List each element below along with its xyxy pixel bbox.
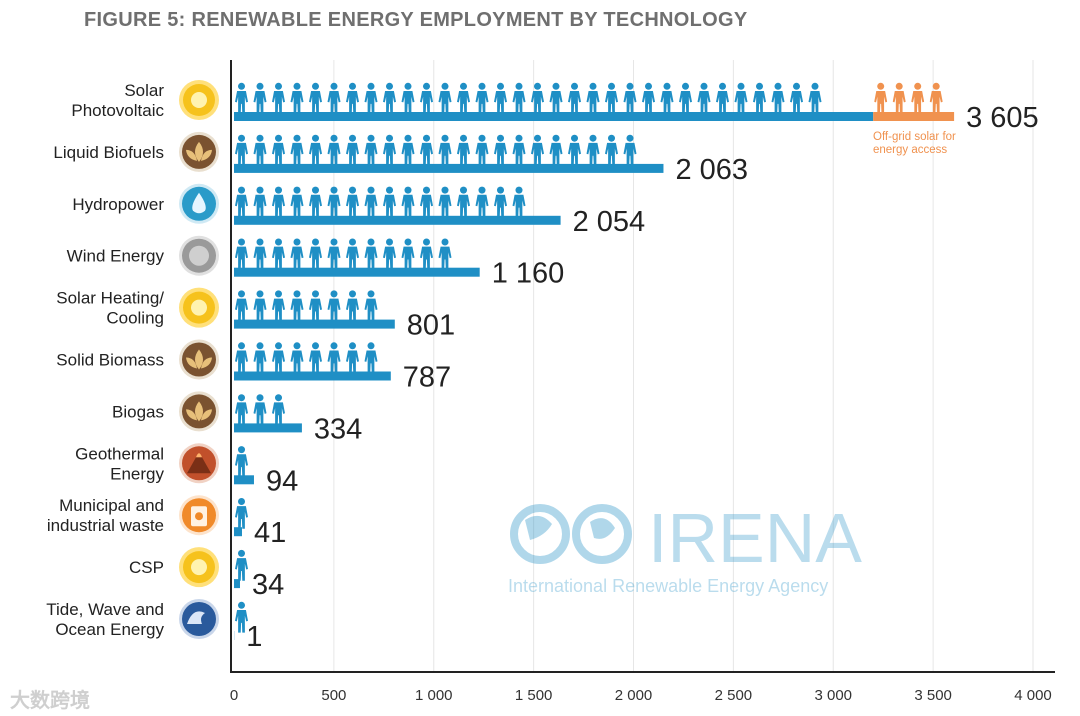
x-tick-label: 2 000 (615, 687, 653, 704)
bar (234, 549, 248, 589)
leaves-icon (179, 391, 219, 432)
bar (234, 186, 561, 225)
bar (234, 342, 391, 381)
waste-bin-icon (179, 495, 219, 536)
logo-text: IRENA (648, 499, 862, 577)
category-label: Municipal and (59, 496, 164, 515)
category-label: Cooling (106, 309, 164, 328)
x-tick-label: 1 500 (515, 687, 553, 704)
bar (234, 238, 480, 277)
category-label: Ocean Energy (55, 620, 164, 639)
sun-icon (179, 547, 219, 588)
value-label: 3 605 (966, 102, 1039, 134)
category-label: Photovoltaic (71, 101, 164, 120)
category-label: Liquid Biofuels (53, 143, 164, 162)
value-label: 41 (254, 517, 286, 549)
category-label: Wind Energy (67, 247, 165, 266)
value-label: 334 (314, 413, 362, 445)
bar (234, 290, 395, 329)
category-label: Hydropower (72, 195, 164, 214)
logo-subtitle: International Renewable Energy Agency (508, 576, 828, 596)
volcano-icon (179, 443, 219, 484)
category-label: Tide, Wave and (46, 600, 164, 619)
bar (234, 497, 248, 537)
wave-icon (179, 599, 219, 639)
wind-icon (179, 235, 219, 276)
x-tick-label: 4 000 (1014, 687, 1052, 704)
category-label: industrial waste (47, 516, 164, 535)
x-tick-label: 3 500 (914, 687, 952, 704)
water-drop-icon (179, 183, 219, 224)
category-label: Solid Biomass (56, 351, 164, 370)
bar-offgrid (873, 82, 955, 121)
value-label: 34 (252, 569, 284, 601)
bar (234, 446, 254, 485)
x-tick-label: 0 (230, 687, 238, 704)
offgrid-annotation: energy access (873, 144, 947, 156)
x-tick-label: 3 000 (814, 687, 852, 704)
offgrid-annotation: Off-grid solar for (873, 131, 956, 143)
leaves-icon (179, 131, 219, 172)
bar (234, 82, 874, 121)
value-label: 94 (266, 465, 298, 497)
x-tick-label: 2 500 (715, 687, 753, 704)
value-label: 801 (407, 310, 455, 342)
sun-icon (179, 287, 219, 328)
bar (234, 601, 248, 640)
category-label: Solar (124, 81, 164, 100)
chart-title: FIGURE 5: RENEWABLE ENERGY EMPLOYMENT BY… (84, 9, 748, 32)
category-label: Biogas (112, 402, 164, 421)
value-label: 787 (403, 362, 451, 394)
leaves-icon (179, 339, 219, 380)
x-tick-label: 500 (321, 687, 346, 704)
value-label: 2 054 (573, 206, 646, 238)
category-label: Energy (110, 464, 164, 483)
category-label: Geothermal (75, 444, 164, 463)
category-label: Solar Heating/ (56, 289, 164, 308)
figure-label: FIGURE 5: (84, 9, 186, 31)
figure-title: RENEWABLE ENERGY EMPLOYMENT BY TECHNOLOG… (191, 9, 748, 31)
value-label: 2 063 (675, 154, 748, 186)
sun-icon (179, 80, 219, 120)
value-label: 1 (246, 621, 262, 653)
bar (234, 134, 664, 173)
value-label: 1 160 (492, 258, 565, 290)
irena-logo: IRENA International Renewable Energy Age… (508, 499, 862, 596)
bar (234, 394, 302, 433)
category-label: CSP (129, 558, 164, 577)
x-tick-label: 1 000 (415, 687, 453, 704)
watermark-text: 大数跨境 (10, 690, 90, 712)
